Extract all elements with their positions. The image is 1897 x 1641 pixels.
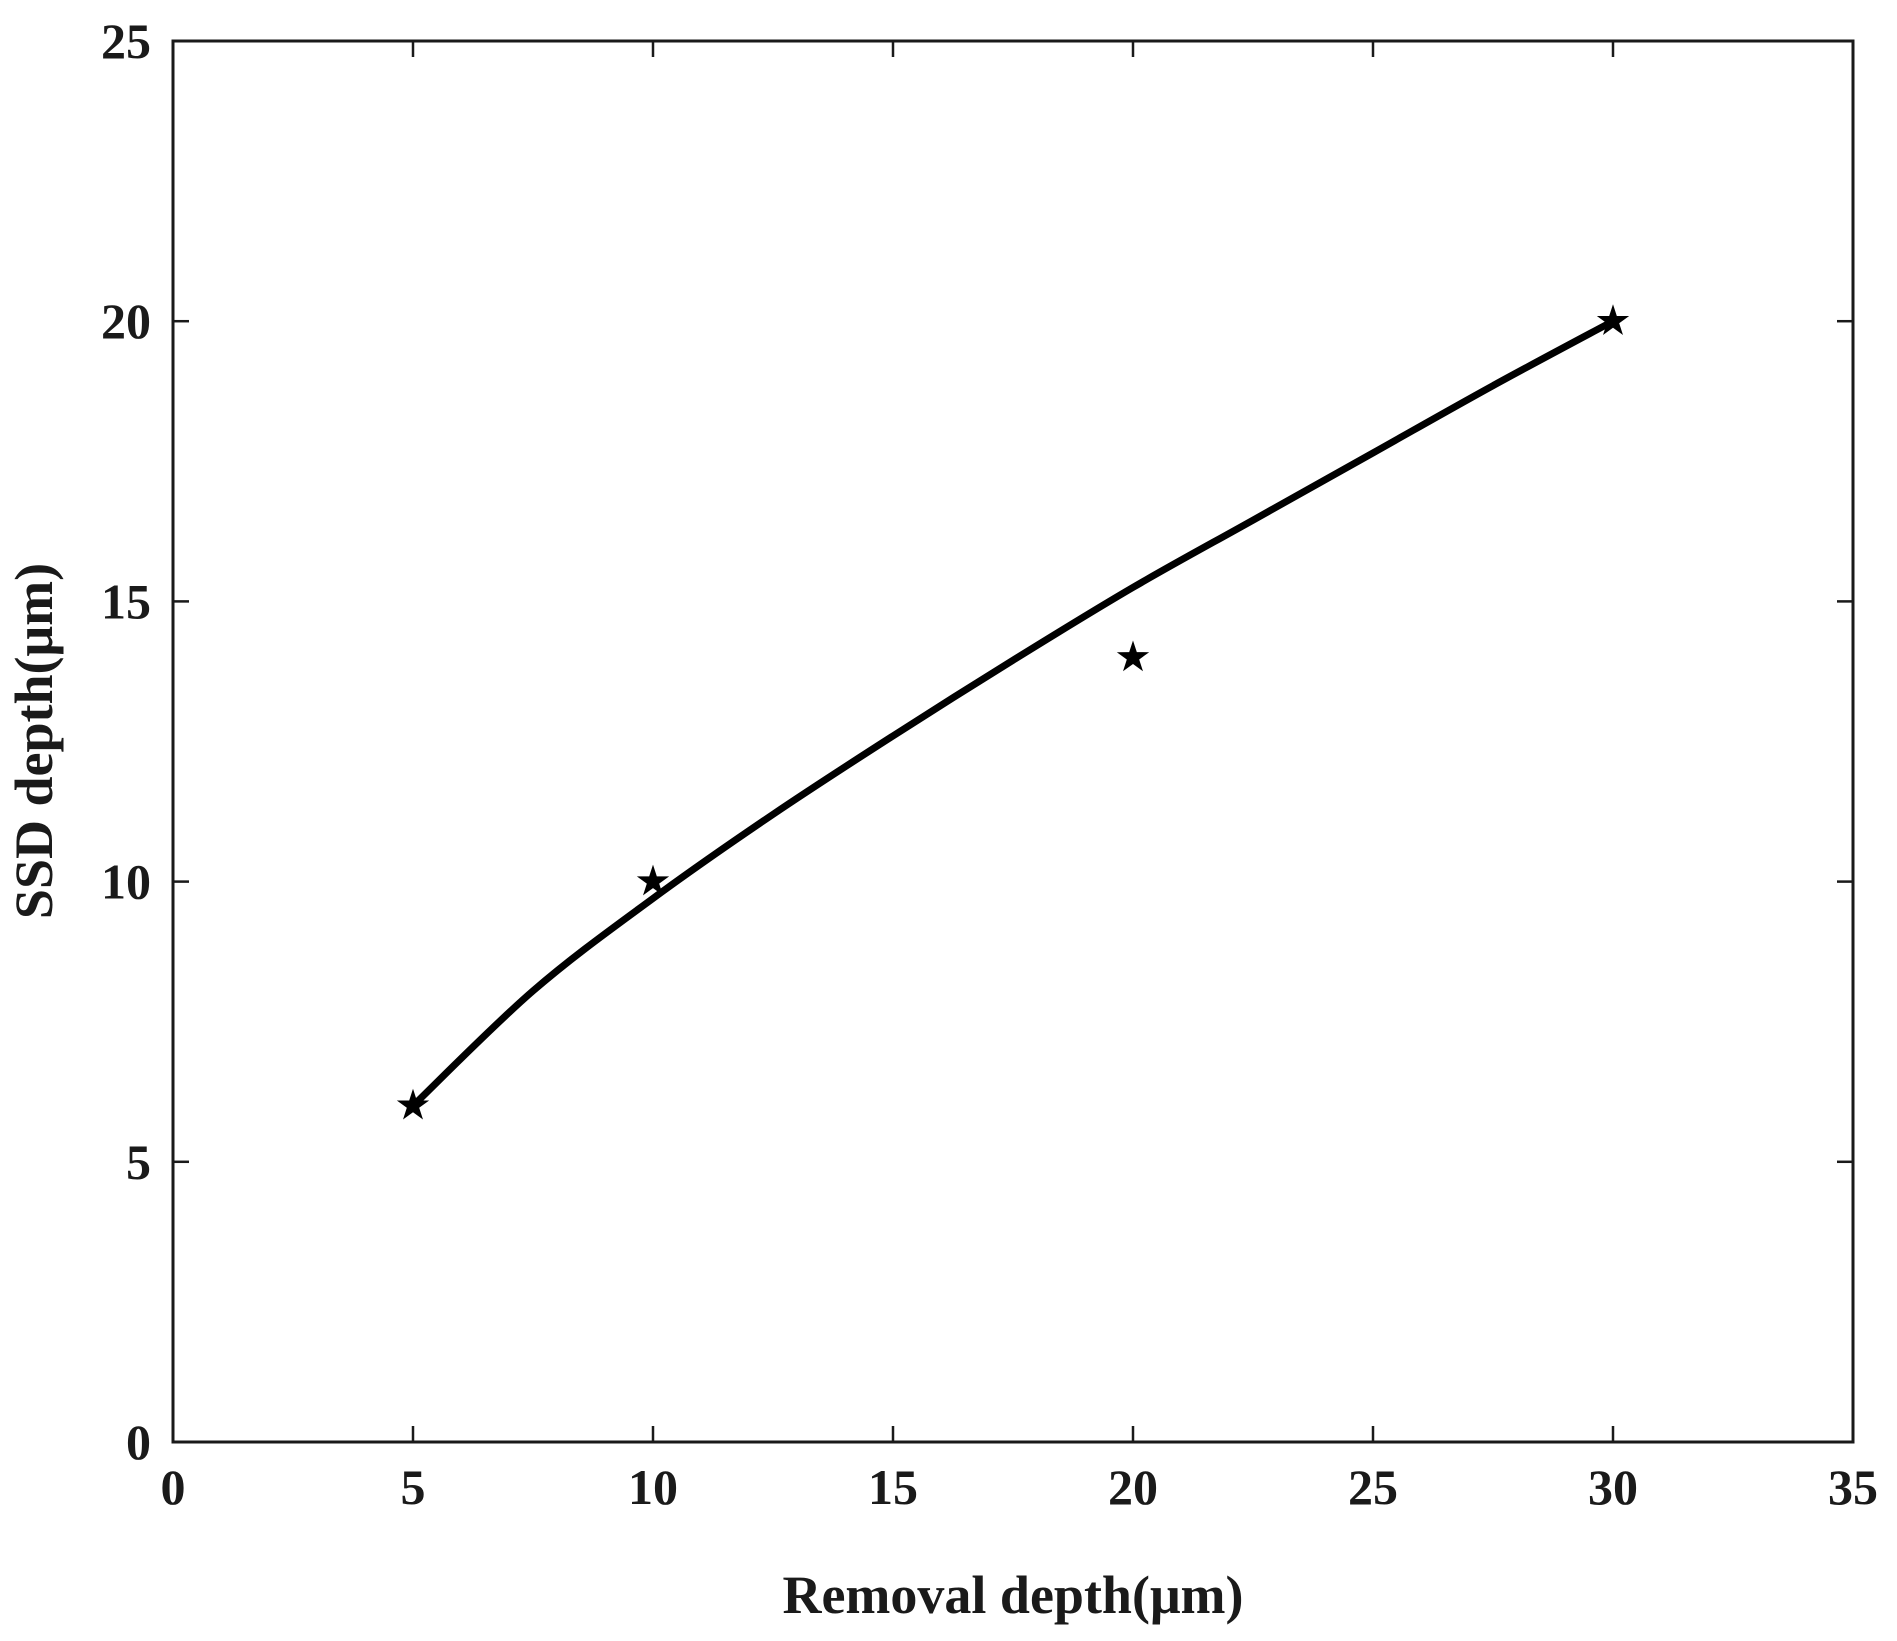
y-tick-label: 10 (101, 854, 151, 910)
star-marker (636, 864, 670, 896)
x-tick-label: 35 (1828, 1459, 1878, 1515)
x-tick-label: 0 (161, 1459, 186, 1515)
y-tick-label: 0 (126, 1414, 151, 1470)
y-tick-label: 25 (101, 13, 151, 69)
plot-area (171, 39, 1855, 1444)
x-tick-label: 10 (628, 1459, 678, 1515)
y-tick-label: 15 (101, 573, 151, 629)
x-tick-label: 5 (401, 1459, 426, 1515)
star-marker (396, 1088, 430, 1120)
x-tick-label: 15 (868, 1459, 918, 1515)
y-tick-label: 5 (126, 1134, 151, 1190)
series-layer (396, 304, 1630, 1120)
fit-curve (409, 317, 1617, 1110)
x-tick-label: 20 (1108, 1459, 1158, 1515)
x-axis-title: Removal depth(μm) (782, 1565, 1243, 1625)
x-tick-label: 30 (1588, 1459, 1638, 1515)
ticks-layer (171, 39, 1855, 1444)
y-axis-title: SSD depth(μm) (4, 563, 64, 919)
tick-labels-layer: 0 5 10 15 20 25 30 35 0 5 10 15 20 25 (101, 13, 1878, 1515)
x-tick-label: 25 (1348, 1459, 1398, 1515)
y-tick-label: 20 (101, 293, 151, 349)
star-marker (1596, 304, 1630, 335)
star-marker (1116, 640, 1150, 672)
